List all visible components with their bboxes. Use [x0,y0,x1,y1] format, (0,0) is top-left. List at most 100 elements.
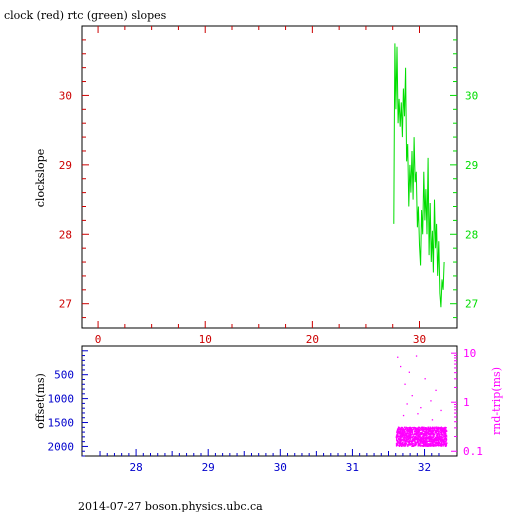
scatter-point [404,426,406,429]
scatter-point [419,443,421,445]
scatter-point [436,442,438,444]
scatter-point [421,436,423,439]
scatter-point [444,427,446,429]
scatter-point [403,444,405,446]
scatter-point [416,433,418,435]
scatter-point [420,444,422,447]
scatter-point [401,430,404,432]
scatter-point [427,443,429,446]
scatter-point [401,429,403,431]
scatter-point [427,430,429,432]
scatter-point [431,441,433,443]
top-series-layer [393,43,445,308]
scatter-point [412,435,415,437]
scatter-point [396,438,398,440]
top-y-tick-label: 28 [59,228,72,241]
scatter-point [400,437,402,439]
scatter-point [414,442,416,444]
scatter-point [443,438,446,440]
scatter-point [445,440,447,442]
scatter-point [407,433,409,435]
scatter-point [407,435,410,437]
scatter-point [403,432,405,434]
scatter-point [444,442,446,444]
scatter-point [397,433,399,435]
scatter-outlier-point [406,403,408,405]
scatter-point [407,444,409,446]
scatter-point [426,444,428,447]
scatter-point [431,430,433,432]
scatter-point [438,440,440,442]
scatter-point [430,435,432,437]
chart-title: clock (red) rtc (green) slopes [4,9,167,22]
scatter-point [425,438,427,440]
scatter-point [397,432,399,434]
scatter-point [396,437,398,439]
scatter-point [414,444,416,447]
scatter-point [403,429,406,431]
scatter-point [419,432,421,434]
scatter-point [402,433,405,435]
footer-text: 2014-07-27 boson.physics.ubc.ca [78,500,263,512]
scatter-point [408,444,410,446]
scatter-point [411,431,414,433]
scatter-point [433,439,435,441]
scatter-point [435,429,437,431]
scatter-point [437,434,439,437]
scatter-point [405,434,407,436]
scatter-point [428,432,430,435]
scatter-point [402,444,404,446]
scatter-point [425,427,427,429]
scatter-point [417,428,419,431]
scatter-point [399,436,401,439]
scatter-point [417,430,419,432]
scatter-point [444,436,446,439]
scatter-point [429,427,431,429]
scatter-point [410,440,412,442]
scatter-point [422,427,424,429]
scatter-point [409,428,412,430]
scatter-point [400,431,402,433]
scatter-point [400,444,402,446]
scatter-point [437,438,439,440]
scatter-point [420,429,422,431]
scatter-point [402,445,404,447]
scatter-point [398,438,401,440]
scatter-point [443,430,445,432]
scatter-point [424,442,426,444]
scatter-point [407,431,409,433]
top-y-axis-label: clockslope [34,149,47,207]
scatter-point [408,431,411,433]
scatter-point [422,433,424,435]
scatter-point [445,428,447,431]
scatter-point [439,428,442,430]
scatter-point [420,439,422,441]
scatter-point [434,443,436,445]
scatter-point [422,442,425,444]
scatter-point [416,429,418,432]
scatter-point [430,437,433,439]
scatter-point [436,433,438,435]
scatter-point [438,432,440,434]
scatter-point [433,437,435,439]
scatter-point [441,435,443,437]
scatter-point [408,437,410,439]
scatter-point [445,443,447,445]
scatter-point [430,434,432,436]
scatter-point [440,428,443,430]
scatter-point [421,438,423,440]
scatter-point [439,427,441,430]
scatter-outlier-point [424,378,426,380]
scatter-point [440,444,443,447]
scatter-point [404,434,406,436]
scatter-point [428,427,430,429]
scatter-point [417,445,419,447]
scatter-point [398,433,401,435]
scatter-point [438,428,440,430]
scatter-point [438,434,440,436]
scatter-point [414,433,416,436]
scatter-point [423,444,425,446]
scatter-point [414,431,416,433]
scatter-point [433,440,435,442]
scatter-outlier-point [411,395,413,397]
